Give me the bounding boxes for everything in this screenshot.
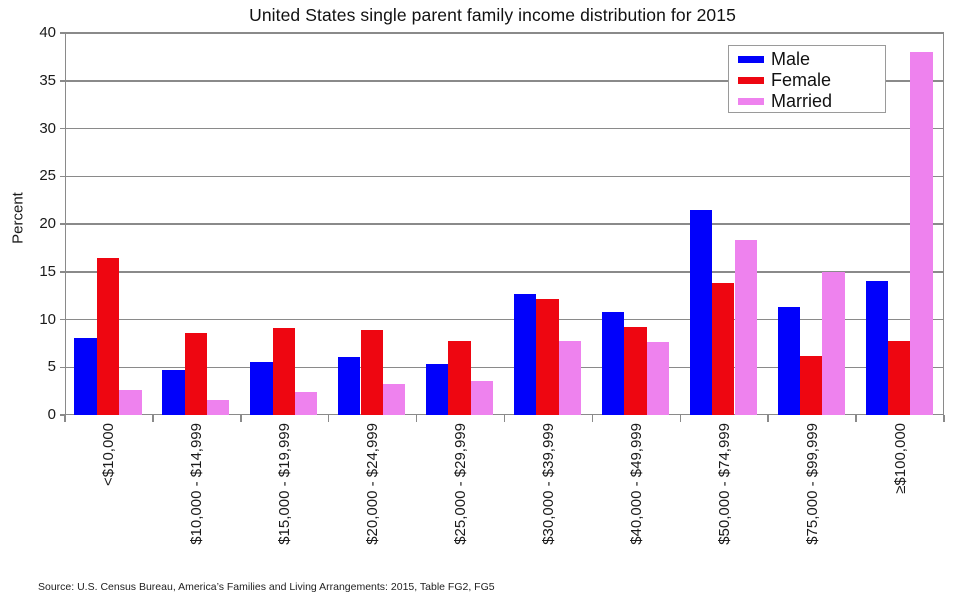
bar-married (646, 342, 669, 415)
gridline (65, 175, 944, 177)
gridline (65, 223, 944, 225)
y-axis-tick (60, 318, 65, 321)
bar-female (887, 340, 911, 415)
x-tick-label-text: $30,000 - $39,999 (539, 423, 557, 545)
y-tick-label: 10 (39, 310, 56, 328)
x-axis-tick (767, 415, 769, 422)
bar-male (338, 356, 361, 415)
gridline (65, 80, 944, 82)
legend-label-female: Female (771, 70, 832, 90)
x-axis-tick (679, 415, 682, 422)
y-axis-tick (60, 80, 65, 82)
bar-married (382, 384, 406, 415)
y-tick-label: 30 (39, 119, 56, 137)
x-tick-label-text: $75,000 - $99,999 (803, 423, 821, 545)
gridline (65, 318, 944, 321)
bar-female (712, 283, 735, 415)
bar-male (689, 209, 713, 415)
legend-item-female: Female (738, 70, 885, 91)
x-axis-tick (503, 415, 506, 422)
bar-female (800, 355, 823, 415)
y-axis: 0 5 10 15 20 25 30 35 40 (0, 0, 65, 600)
bar-male (250, 361, 273, 415)
bar-male (777, 307, 800, 415)
x-axis-tick (327, 415, 330, 422)
x-tick-label-text: ≥$100,000 (891, 423, 909, 494)
y-axis-tick (60, 271, 65, 273)
chart-title: United States single parent family incom… (249, 5, 736, 25)
y-axis-tick (60, 366, 65, 368)
gridline (65, 32, 944, 34)
bar-female (272, 328, 295, 415)
x-tick-label-text: <$10,000 (100, 423, 118, 486)
bar-female (624, 327, 647, 415)
x-axis-tick (591, 415, 594, 422)
x-axis-tick (855, 415, 857, 422)
x-tick-label-text: $10,000 - $14,999 (188, 423, 206, 545)
x-axis-tick (415, 415, 418, 422)
x-tick-label-text: $25,000 - $29,999 (452, 423, 470, 545)
bar-male (513, 293, 537, 415)
y-axis-tick (60, 32, 65, 34)
y-tick-label: 35 (39, 71, 56, 89)
y-tick-label: 25 (39, 167, 56, 185)
bar-married (119, 390, 142, 415)
bar-married (910, 52, 933, 415)
bar-female (448, 340, 471, 415)
bar-male (162, 370, 185, 415)
bar-female (536, 298, 559, 415)
bar-married (822, 271, 845, 415)
gridline (65, 366, 944, 368)
bar-married (207, 399, 230, 415)
bar-male (426, 364, 449, 415)
male-color-swatch (738, 56, 764, 63)
x-tick-label-text: $40,000 - $49,999 (627, 423, 645, 545)
gridline (65, 271, 944, 273)
gridline (65, 127, 944, 130)
x-axis-tick (152, 415, 154, 422)
bar-female (360, 330, 383, 415)
bar-married (558, 341, 582, 415)
legend-label-married: Married (771, 91, 833, 111)
female-color-swatch (738, 77, 764, 84)
plot-area (65, 32, 944, 415)
legend-item-male: Male (738, 49, 885, 70)
y-axis-tick (60, 414, 65, 416)
bar-female (184, 332, 208, 415)
bar-male (865, 281, 888, 415)
y-axis-tick (60, 127, 65, 130)
y-tick-label: 5 (47, 358, 56, 376)
bar-male (601, 311, 625, 415)
bar-married (470, 380, 494, 415)
source-note: Source: U.S. Census Bureau, America’s Fa… (38, 581, 495, 593)
x-tick-label-text: $15,000 - $19,999 (276, 423, 294, 545)
married-color-swatch (738, 98, 764, 105)
bar-married (295, 392, 318, 415)
legend: Male Female Married (728, 45, 886, 113)
x-tick-label-text: $20,000 - $24,999 (364, 423, 382, 545)
x-axis-tick (64, 415, 66, 422)
y-tick-label: 20 (39, 215, 56, 232)
y-tick-label: 15 (39, 262, 56, 280)
x-axis: <$10,000 $10,000 - $14,999 $15,000 - $19,9… (64, 415, 945, 575)
bar-male (74, 337, 97, 415)
x-axis-tick (943, 415, 945, 422)
y-tick-label: 0 (47, 406, 56, 423)
x-tick-label-text: $50,000 - $74,999 (715, 423, 733, 545)
bar-female (96, 258, 120, 415)
y-axis-tick (60, 175, 65, 177)
y-tick-label: 40 (39, 24, 56, 41)
legend-item-married: Married (738, 91, 885, 112)
bar-married (734, 240, 757, 415)
legend-label-male: Male (771, 49, 811, 69)
x-axis-tick (240, 415, 242, 422)
y-axis-tick (60, 223, 65, 225)
